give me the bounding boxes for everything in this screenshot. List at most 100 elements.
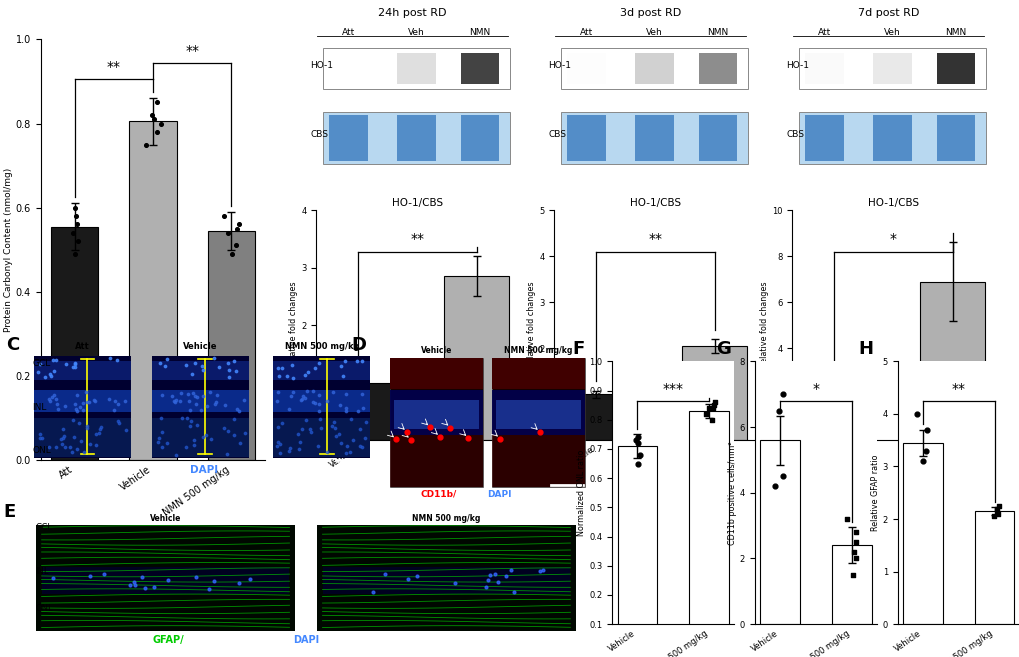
Text: **: ** (410, 232, 424, 246)
Point (168, 449, 184, 460)
Title: HO-1/CBS: HO-1/CBS (391, 198, 442, 208)
Bar (152, 361, 249, 380)
Bar (42, 568, 289, 594)
Point (182, 416, 199, 426)
Bar (322, 568, 570, 594)
Point (65, 362, 82, 373)
Point (53, 434, 69, 445)
Point (88, 440, 104, 450)
Point (71, 402, 88, 413)
Title: HO-1/CBS: HO-1/CBS (867, 198, 918, 208)
Point (57, 442, 73, 452)
Bar (389, 357, 483, 486)
Text: INL: INL (35, 566, 49, 576)
Point (848, 537, 864, 547)
Bar (936, 115, 974, 161)
Bar (567, 115, 605, 161)
Point (74, 398, 91, 409)
Text: NMN: NMN (469, 28, 490, 37)
Point (138, 139, 154, 150)
Point (227, 366, 244, 376)
Point (216, 399, 232, 410)
Point (270, 371, 286, 381)
Point (845, 547, 861, 557)
Point (630, 438, 646, 448)
Point (354, 442, 370, 452)
Point (231, 578, 248, 588)
Text: CBS: CBS (310, 130, 328, 139)
Point (37, 372, 53, 382)
Point (300, 367, 316, 377)
Y-axis label: Relative fold changes: Relative fold changes (759, 282, 768, 369)
Point (153, 413, 169, 423)
Bar (51, 227, 98, 460)
Bar (389, 428, 483, 486)
Point (108, 355, 124, 365)
Point (531, 566, 547, 576)
Bar (491, 357, 585, 486)
Point (146, 581, 162, 592)
Point (203, 434, 219, 444)
Bar (801, 417, 866, 440)
Point (166, 397, 182, 407)
Point (111, 418, 127, 428)
Text: *: * (889, 232, 896, 246)
Point (74, 405, 91, 415)
Point (332, 399, 348, 410)
Point (273, 363, 289, 374)
Point (54, 433, 70, 443)
Point (78, 423, 95, 434)
Point (352, 441, 368, 451)
Point (106, 396, 122, 407)
Point (159, 438, 175, 448)
Bar (34, 390, 131, 412)
Point (180, 389, 197, 399)
Text: Att: Att (817, 28, 830, 37)
Point (216, 423, 232, 434)
Point (89, 429, 105, 440)
Point (629, 459, 645, 469)
Text: Vehicle: Vehicle (150, 514, 181, 523)
Point (446, 578, 463, 589)
Point (177, 360, 194, 371)
Point (69, 444, 86, 455)
Point (344, 434, 361, 445)
Point (225, 430, 242, 440)
Text: **: ** (951, 382, 965, 396)
Text: CD11b/: CD11b/ (420, 489, 457, 499)
Bar (872, 53, 911, 84)
Point (531, 426, 547, 437)
Point (109, 399, 125, 409)
Point (215, 211, 231, 221)
Point (186, 440, 203, 450)
Point (377, 568, 393, 579)
Point (102, 353, 118, 363)
Point (337, 389, 354, 399)
Point (219, 449, 235, 459)
Bar (323, 112, 510, 164)
Point (409, 571, 425, 581)
Point (116, 396, 132, 406)
Bar (495, 400, 581, 428)
Point (43, 371, 59, 382)
Point (302, 424, 318, 435)
Text: DAPI: DAPI (292, 635, 319, 645)
Text: Vehicle: Vehicle (183, 342, 218, 351)
Point (489, 577, 505, 587)
Point (75, 447, 92, 457)
Text: **: ** (185, 43, 199, 58)
Bar (443, 277, 508, 440)
Point (298, 415, 314, 426)
Point (49, 399, 65, 409)
Y-axis label: CD11b positive cells/mm²: CD11b positive cells/mm² (728, 441, 736, 545)
Point (207, 398, 223, 409)
Text: *: * (812, 382, 818, 396)
Point (68, 404, 85, 415)
Point (917, 445, 933, 456)
Point (152, 358, 168, 369)
Point (297, 370, 313, 380)
Point (338, 447, 355, 458)
Point (144, 110, 160, 120)
Point (83, 439, 99, 449)
Text: E: E (3, 503, 15, 522)
